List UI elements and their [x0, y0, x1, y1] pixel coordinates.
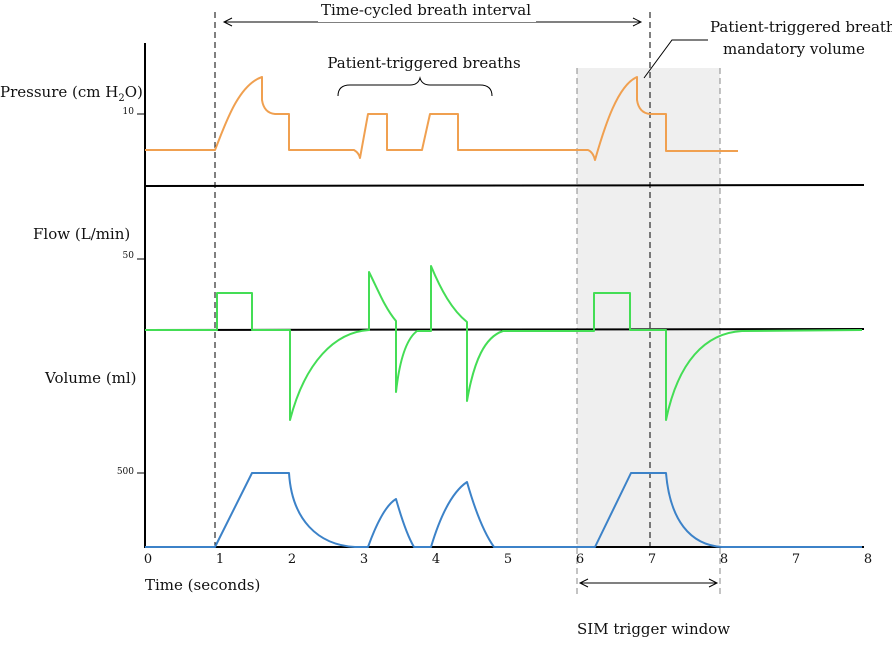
- mandatory-annotation-line1: Patient-triggered breath;: [710, 18, 892, 36]
- x-tick-label: 4: [432, 552, 440, 567]
- flow-tick-label: 50: [123, 251, 135, 261]
- x-tick-label: 8: [720, 552, 728, 567]
- pressure-tick-label: 10: [123, 107, 135, 117]
- mandatory-annotation-line2: mandatory volume: [723, 40, 865, 58]
- pressure-waveform: [145, 76, 738, 161]
- pressure-baseline: [144, 184, 865, 187]
- x-tick-label: 6: [576, 552, 584, 567]
- patient-breaths-label: Patient-triggered breaths: [327, 54, 520, 72]
- volume-label: Volume (ml): [44, 369, 137, 387]
- x-tick-label: 7: [792, 552, 800, 567]
- pressure-label: Pressure (cm H2O): [0, 83, 143, 104]
- sim-window-shade: [577, 68, 720, 548]
- patient-breaths-brace: [337, 76, 493, 97]
- volume-tick-label: 500: [117, 467, 134, 477]
- x-tick-label: 2: [288, 552, 296, 567]
- interval-arrow-right-head: [632, 17, 643, 27]
- flow-label: Flow (L/min): [33, 225, 130, 243]
- flow-waveform: [145, 265, 863, 421]
- x-tick-label: 3: [360, 552, 368, 567]
- sim-window-label: SIM trigger window: [577, 620, 730, 638]
- interval-arrow-left-head: [222, 17, 233, 27]
- interval-label: Time-cycled breath interval: [321, 1, 531, 19]
- sim-arrow-left-head: [578, 578, 589, 588]
- x-tick-label: 0: [144, 552, 152, 567]
- x-tick-label: 1: [216, 552, 224, 567]
- volume-waveform: [145, 472, 862, 548]
- x-tick-label: 8: [864, 552, 872, 567]
- x-tick-label: 7: [648, 552, 656, 567]
- mandatory-annotation-leader: [643, 39, 708, 79]
- x-axis-label: Time (seconds): [145, 576, 260, 594]
- x-tick-label: 5: [504, 552, 512, 567]
- sim-arrow-right-head: [708, 578, 719, 588]
